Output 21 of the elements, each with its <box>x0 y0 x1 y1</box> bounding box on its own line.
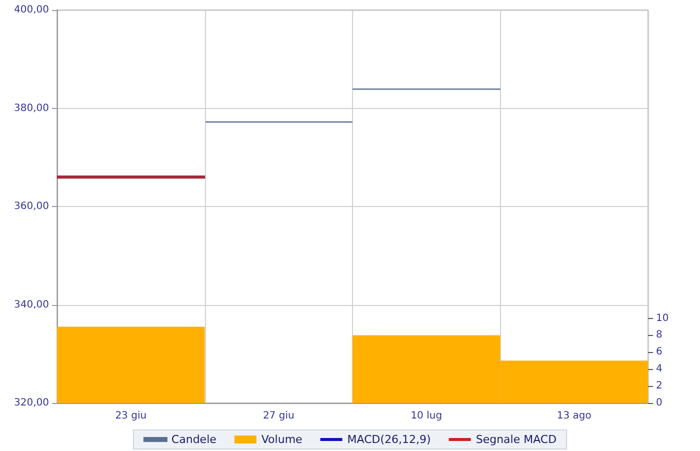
legend-label: MACD(26,12,9) <box>347 433 431 446</box>
legend-label: Volume <box>261 433 303 446</box>
y2-tick-label: 10 <box>656 312 669 324</box>
x-tick-label: 10 lug <box>410 410 442 422</box>
y-tick-label: 380,00 <box>14 102 49 114</box>
y-tick-label: 360,00 <box>14 201 49 212</box>
y-tick-label: 400,00 <box>14 4 49 16</box>
y2-tick-label: 4 <box>656 364 662 375</box>
y2-tick-label: 2 <box>656 380 662 392</box>
bar <box>57 326 205 403</box>
y2-tick-label: 0 <box>656 398 662 408</box>
x-tick-label: 27 giu <box>262 410 294 422</box>
y2-tick-label: 6 <box>656 346 662 358</box>
y-tick-label: 340,00 <box>14 299 49 310</box>
legend-label: Candele <box>171 433 217 446</box>
y-tick-label: 320,00 <box>14 398 49 408</box>
legend-label: Segnale MACD <box>476 433 557 446</box>
y2-tick-label: 8 <box>656 330 662 341</box>
x-tick-label: 13 ago <box>556 410 592 422</box>
candlestick <box>56 175 206 179</box>
x-tick-label: 23 giu <box>115 410 147 422</box>
